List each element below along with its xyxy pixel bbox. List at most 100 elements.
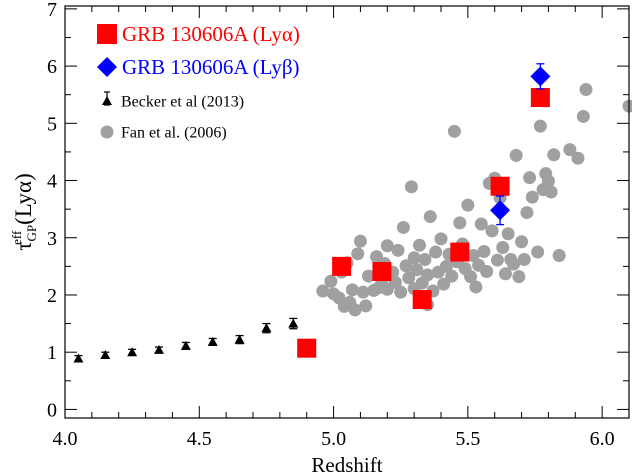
data-point [439,259,453,273]
y-tick-label: 3 [47,228,57,250]
y-tick-label: 6 [47,56,57,78]
data-point [332,256,352,276]
data-point [450,242,470,262]
legend-item-becker-et-al-2013: Becker et al (2013) [102,91,244,110]
data-point [563,143,577,157]
data-point [464,270,478,284]
data-point [447,124,461,138]
legend-marker [100,125,114,139]
x-tick-label: 4.0 [53,428,78,450]
data-point [552,248,566,262]
data-point [461,198,475,212]
data-point [404,180,418,194]
legend-item-grb-130606a-ly: GRB 130606A (Lyβ) [97,55,300,79]
y-tick-label: 4 [47,171,57,193]
data-point [380,239,394,253]
data-point [490,200,511,221]
data-point [477,244,491,258]
data-point [469,280,483,294]
data-point [541,174,555,188]
data-point [353,234,367,248]
x-tick-label: 5.5 [455,428,480,450]
data-point [544,185,558,199]
data-point [520,206,534,220]
legend-item-grb-130606a-ly: GRB 130606A (Lyα) [97,22,300,46]
data-point [394,285,408,299]
x-tick-label: 4.5 [187,428,212,450]
data-point [154,344,164,354]
legend: GRB 130606A (Lyα) GRB 130606A (Lyβ) Becker… [97,22,300,141]
y-axis-title-rest: (Lyα) [11,173,36,230]
data-point [324,274,338,288]
data-point [579,83,593,97]
data-point [359,299,373,313]
legend-label: GRB 130606A (Lyα) [122,22,300,46]
data-point [413,238,427,252]
y-tick-label: 0 [47,399,57,421]
data-point [399,259,413,273]
data-point [445,269,459,283]
data-point [412,290,432,310]
data-point [423,210,437,224]
data-point [421,268,435,282]
data-point [361,269,375,283]
data-point [530,66,551,87]
y-tick-label: 2 [47,285,57,307]
data-point [453,216,467,230]
y-axis-title: τGPeff (Lyα) [9,173,39,250]
x-axis-title: Redshift [311,453,382,476]
legend-label: GRB 130606A (Lyβ) [122,55,300,79]
data-point [407,251,421,265]
axis-ticks [64,6,630,418]
data-point [576,109,590,123]
data-point [288,318,299,328]
data-point [480,265,494,279]
data-point [523,171,537,185]
axis-tick-labels: 4.0 4.5 5.0 5.5 6.0 0 1 2 3 4 5 6 7 [47,0,615,450]
x-tick-label: 6.0 [590,428,615,450]
data-point [356,285,370,299]
data-point [509,148,523,162]
data-point [466,248,480,262]
data-point [437,277,451,291]
legend-label: Fan et al. (2006) [121,124,227,141]
data-point [100,350,111,360]
data-point [490,176,510,196]
data-point [498,267,512,281]
legend-marker [97,57,117,77]
data-point [525,190,539,204]
legend-marker [102,96,112,105]
y-tick-label: 7 [47,0,57,21]
data-point [297,338,317,358]
data-point [391,243,405,257]
data-point [351,247,365,261]
data-point [429,245,443,259]
legend-label: Becker et al (2013) [121,93,244,110]
data-point [396,220,410,234]
data-point [531,245,545,259]
data-point [622,99,632,113]
data-point [571,151,585,165]
data-point [410,263,424,277]
data-point [515,235,529,249]
data-point [490,253,504,267]
legend-item-fan-et-al-2006: Fan et al. (2006) [100,124,227,141]
data-point [533,119,547,133]
data-point [547,148,561,162]
data-point [507,257,521,271]
x-tick-label: 5.0 [321,428,346,450]
data-point [207,336,218,346]
data-point [388,275,402,289]
data-point [73,353,84,363]
data-point [127,347,138,357]
y-axis-title-tau: τ [11,241,36,250]
series-fan-et-al-2006 [316,83,632,317]
legend-marker [97,24,117,44]
data-point [434,232,448,246]
data-point [496,240,510,254]
data-point [517,252,531,266]
data-point [345,283,359,297]
data-point [501,227,515,241]
y-tick-label: 5 [47,113,57,135]
